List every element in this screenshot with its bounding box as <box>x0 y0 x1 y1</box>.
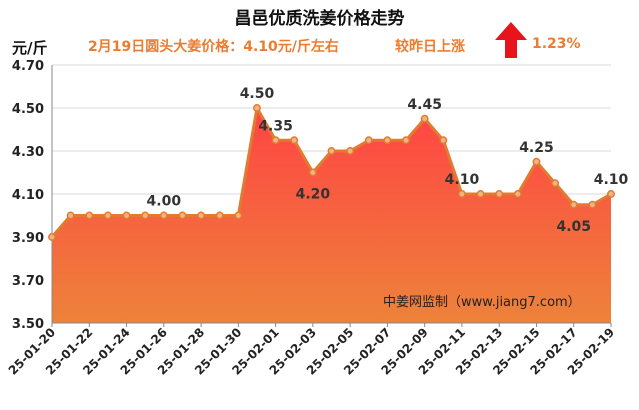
data-point <box>85 211 94 220</box>
data-point <box>327 147 336 155</box>
y-tick-label: 3.70 <box>12 274 44 289</box>
y-tick-label: 3.50 <box>12 317 44 332</box>
data-point <box>141 211 150 220</box>
data-point <box>420 114 429 123</box>
change-label: 较昨日上涨 <box>395 39 465 55</box>
data-point <box>253 104 261 112</box>
y-tick-label: 4.30 <box>12 145 44 160</box>
y-tick-label: 4.10 <box>12 188 44 203</box>
data-point <box>457 190 466 198</box>
y-tick-label: 4.50 <box>12 102 44 117</box>
data-label: 4.35 <box>258 118 293 134</box>
data-point <box>215 211 224 220</box>
data-point <box>308 168 317 177</box>
up-arrow-shape <box>495 22 527 58</box>
change-percent: 1.23% <box>532 36 581 52</box>
data-point <box>122 211 131 220</box>
data-point <box>513 190 522 198</box>
data-label: 4.20 <box>296 187 331 203</box>
data-point <box>607 190 615 198</box>
data-point <box>234 211 243 220</box>
data-point <box>197 211 206 220</box>
data-label: 4.50 <box>240 86 275 102</box>
data-label: 4.00 <box>147 194 182 210</box>
data-point <box>364 136 373 145</box>
data-point <box>551 179 560 188</box>
data-point <box>495 190 504 198</box>
data-point <box>159 211 168 220</box>
data-label: 4.45 <box>407 97 442 113</box>
watermark: 中姜网监制（www.jiang7.com） <box>383 295 581 310</box>
data-point <box>402 136 410 145</box>
up-arrow-icon <box>495 22 527 58</box>
data-point <box>346 147 355 155</box>
data-label: 4.05 <box>556 219 591 235</box>
data-point <box>532 157 541 166</box>
data-point <box>48 233 56 241</box>
price-summary: 2月19日圆头大姜价格：4.10元/斤左右 <box>88 39 339 55</box>
data-point <box>66 211 75 220</box>
data-point <box>178 211 187 220</box>
area-fill <box>52 108 611 323</box>
data-label: 4.10 <box>594 172 629 188</box>
chart-title: 昌邑优质洗姜价格走势 <box>234 9 405 29</box>
y-axis-unit: 元/斤 <box>12 39 48 57</box>
data-point <box>569 200 578 209</box>
data-point <box>103 211 112 220</box>
data-point <box>383 136 392 145</box>
y-tick-label: 3.90 <box>12 231 44 246</box>
data-label: 4.25 <box>519 140 554 156</box>
data-point <box>476 190 485 198</box>
data-point <box>290 136 299 145</box>
data-label: 4.10 <box>445 172 480 188</box>
data-point <box>271 136 280 145</box>
y-tick-label: 4.70 <box>12 59 44 74</box>
data-point <box>588 200 597 209</box>
data-point <box>439 136 448 145</box>
